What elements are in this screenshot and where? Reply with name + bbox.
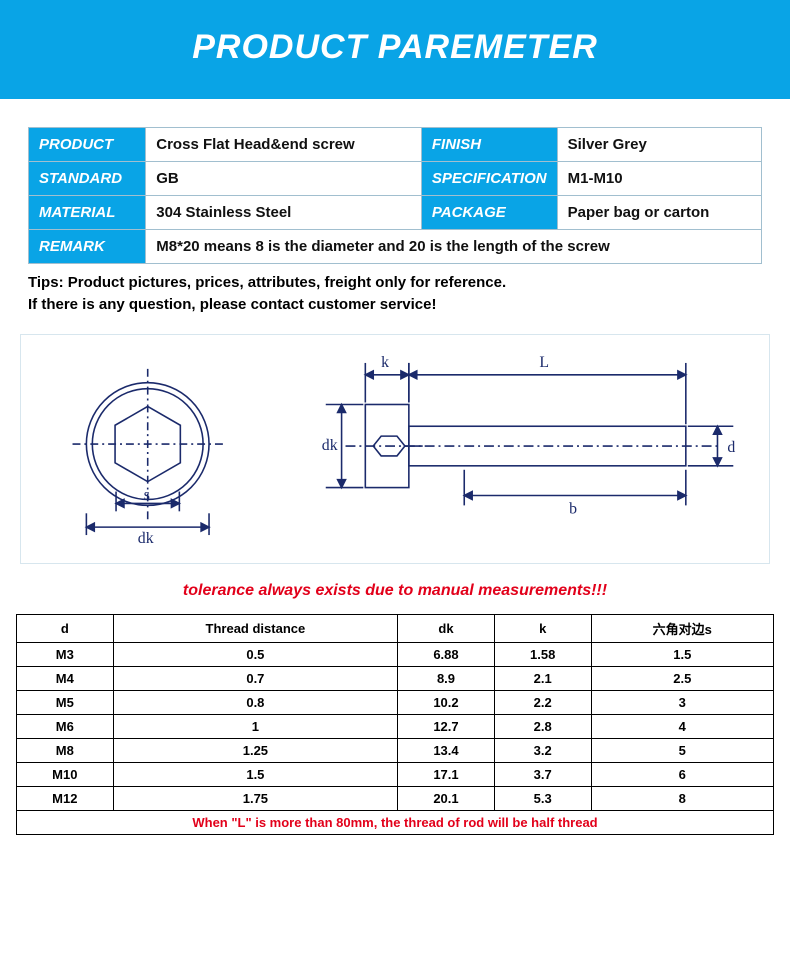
technical-diagram: s dk k: [29, 345, 761, 553]
dim-cell: 8: [591, 786, 773, 810]
label-standard: STANDARD: [29, 162, 146, 196]
table-row: M101.517.13.76: [17, 762, 774, 786]
diagram-label-k: k: [381, 353, 389, 370]
dim-cell: M12: [17, 786, 114, 810]
value-product: Cross Flat Head&end screw: [146, 128, 422, 162]
table-row: M50.810.22.23: [17, 690, 774, 714]
dim-cell: M5: [17, 690, 114, 714]
dim-cell: 5: [591, 738, 773, 762]
dim-cell: M4: [17, 666, 114, 690]
dim-cell: 1.5: [113, 762, 398, 786]
diagram-label-b: b: [569, 500, 577, 517]
label-material: MATERIAL: [29, 196, 146, 230]
table-row: M40.78.92.12.5: [17, 666, 774, 690]
diagram-label-L: L: [539, 353, 549, 370]
dim-th: dk: [398, 614, 495, 642]
diagram-label-s: s: [144, 486, 150, 503]
diagram-label-d: d: [727, 438, 735, 455]
dim-cell: M8: [17, 738, 114, 762]
info-row: PRODUCT Cross Flat Head&end screw FINISH…: [29, 128, 762, 162]
dim-cell: M3: [17, 642, 114, 666]
dim-cell: 0.8: [113, 690, 398, 714]
info-section: PRODUCT Cross Flat Head&end screw FINISH…: [0, 127, 790, 316]
dim-cell: 10.2: [398, 690, 495, 714]
dim-th: Thread distance: [113, 614, 398, 642]
table-row: M81.2513.43.25: [17, 738, 774, 762]
value-specification: M1-M10: [557, 162, 761, 196]
label-finish: FINISH: [421, 128, 557, 162]
dim-cell: 2.2: [494, 690, 591, 714]
dimension-table: d Thread distance dk k 六角对边s M30.56.881.…: [16, 614, 774, 835]
value-standard: GB: [146, 162, 422, 196]
dim-th: 六角对边s: [591, 614, 773, 642]
dimension-footer: When "L" is more than 80mm, the thread o…: [17, 810, 774, 834]
value-remark: M8*20 means 8 is the diameter and 20 is …: [146, 230, 762, 264]
dim-cell: 4: [591, 714, 773, 738]
label-specification: SPECIFICATION: [421, 162, 557, 196]
value-material: 304 Stainless Steel: [146, 196, 422, 230]
dim-cell: 3.7: [494, 762, 591, 786]
dim-cell: 12.7: [398, 714, 495, 738]
dim-cell: 2.8: [494, 714, 591, 738]
dim-cell: 1.25: [113, 738, 398, 762]
dim-cell: M10: [17, 762, 114, 786]
info-row: STANDARD GB SPECIFICATION M1-M10: [29, 162, 762, 196]
label-product: PRODUCT: [29, 128, 146, 162]
dim-cell: M6: [17, 714, 114, 738]
label-remark: REMARK: [29, 230, 146, 264]
diagram-label-dk-left: dk: [322, 436, 338, 453]
dim-cell: 6.88: [398, 642, 495, 666]
dim-th: d: [17, 614, 114, 642]
dim-cell: 1.75: [113, 786, 398, 810]
dimension-header-row: d Thread distance dk k 六角对边s: [17, 614, 774, 642]
dim-cell: 1: [113, 714, 398, 738]
dim-cell: 13.4: [398, 738, 495, 762]
dim-cell: 1.5: [591, 642, 773, 666]
dim-cell: 3.2: [494, 738, 591, 762]
info-row: MATERIAL 304 Stainless Steel PACKAGE Pap…: [29, 196, 762, 230]
page-title: PRODUCT PAREMETER: [192, 28, 598, 66]
dimension-footer-row: When "L" is more than 80mm, the thread o…: [17, 810, 774, 834]
dim-cell: 3: [591, 690, 773, 714]
table-row: M121.7520.15.38: [17, 786, 774, 810]
dim-cell: 0.7: [113, 666, 398, 690]
dim-cell: 0.5: [113, 642, 398, 666]
info-table: PRODUCT Cross Flat Head&end screw FINISH…: [28, 127, 762, 264]
info-row: REMARK M8*20 means 8 is the diameter and…: [29, 230, 762, 264]
dim-cell: 2.5: [591, 666, 773, 690]
dim-cell: 17.1: [398, 762, 495, 786]
dim-cell: 5.3: [494, 786, 591, 810]
dim-cell: 20.1: [398, 786, 495, 810]
tolerance-note: tolerance always exists due to manual me…: [0, 582, 790, 600]
label-package: PACKAGE: [421, 196, 557, 230]
dim-cell: 8.9: [398, 666, 495, 690]
dim-cell: 2.1: [494, 666, 591, 690]
diagram-label-dk-bottom: dk: [138, 529, 154, 546]
dim-cell: 1.58: [494, 642, 591, 666]
title-bar: PRODUCT PAREMETER: [0, 0, 790, 99]
table-row: M30.56.881.581.5: [17, 642, 774, 666]
dim-th: k: [494, 614, 591, 642]
diagram-box: s dk k: [20, 334, 770, 564]
table-row: M6112.72.84: [17, 714, 774, 738]
value-package: Paper bag or carton: [557, 196, 761, 230]
tips-text: Tips: Product pictures, prices, attribut…: [28, 272, 762, 316]
dimension-section: d Thread distance dk k 六角对边s M30.56.881.…: [0, 614, 790, 835]
value-finish: Silver Grey: [557, 128, 761, 162]
dim-cell: 6: [591, 762, 773, 786]
